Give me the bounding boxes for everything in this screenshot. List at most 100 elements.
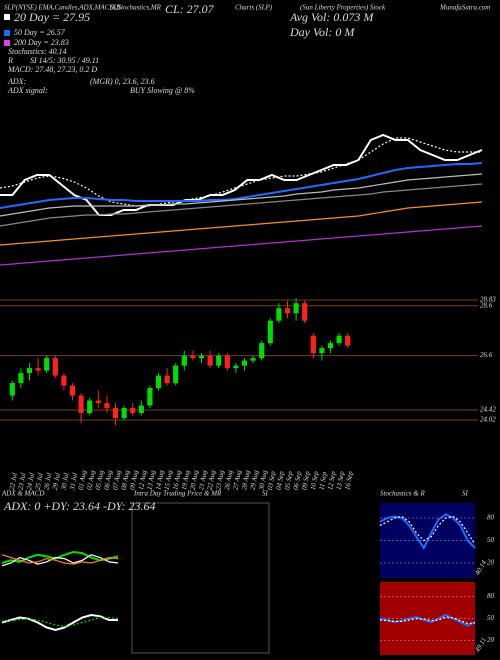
candle-body [224, 355, 230, 369]
candle-body [130, 408, 136, 414]
candle-body [241, 360, 248, 366]
y-tick-label: 28.6 [480, 301, 493, 309]
panel-title-suffix: SI [462, 490, 469, 498]
series-line [0, 133, 483, 216]
legend-swatch [4, 14, 10, 20]
candle-body [216, 355, 222, 366]
candle-body [164, 375, 170, 384]
candle-body [69, 385, 76, 396]
header-text: MunafaSutra.com [439, 4, 490, 12]
candle-body [147, 388, 153, 406]
candle-body [276, 308, 282, 321]
x-tick-label: 30 Aug [257, 469, 269, 491]
header-text: SI,Stochastics,MR [110, 4, 162, 12]
x-tick-label: 28 Aug [240, 469, 251, 490]
r-label: R [7, 56, 13, 65]
series-line [1, 554, 119, 567]
legend-swatch [4, 40, 10, 46]
x-tick-label: 26 Aug [223, 469, 234, 490]
candle-body [319, 348, 325, 354]
ma-50: 50 Day = 26.57 [14, 28, 66, 37]
candle-body [35, 368, 41, 371]
x-tick-label: 15 Aug [163, 469, 174, 490]
x-tick-label: 02 Aug [85, 469, 96, 490]
series-line [0, 173, 483, 217]
panel-title: Stochastics & R [380, 490, 425, 498]
x-tick-label: 24 Jul [25, 472, 36, 490]
x-tick-label: 30 Jul [59, 472, 70, 491]
candle-body [26, 368, 33, 374]
candle-body [267, 320, 273, 344]
day-vol: Day Vol: 0 M [289, 25, 355, 39]
y-tick-label: 80 [487, 592, 495, 600]
panel-title: Intra Day Trading Price & MR [133, 490, 222, 498]
adx-value: (MGR) 0, 23.6, 23.6 [90, 77, 155, 86]
candle-body [284, 308, 291, 314]
x-tick-label: 19 Aug [180, 469, 191, 490]
series-line [379, 616, 476, 625]
stochastics: Stochastics: 40.14 [8, 47, 67, 56]
legend-swatch [4, 30, 10, 36]
series-line [0, 201, 483, 246]
series-line [0, 137, 482, 207]
panel-title: ADX & MACD [1, 490, 44, 498]
x-tick-label: 12 Sep [326, 470, 337, 490]
candle-body [190, 355, 196, 359]
x-tick-label: 09 Aug [128, 469, 139, 490]
x-tick-label: 05 Aug [94, 469, 105, 490]
x-tick-label: 08 Aug [120, 469, 131, 490]
candle-body [18, 373, 24, 384]
x-tick-label: 11 Sep [318, 471, 329, 491]
x-tick-label: 23 Jul [17, 472, 28, 490]
panel-title-suffix: SI [262, 490, 269, 498]
y-tick-label: 50 [487, 536, 495, 544]
series-line [379, 515, 476, 545]
x-tick-label: 29 Aug [249, 469, 260, 490]
candle-body [302, 303, 308, 321]
candle-body [250, 358, 256, 361]
candle-body [9, 383, 15, 396]
series-line [379, 513, 476, 551]
candle-body [181, 355, 187, 366]
ma-200: 200 Day = 23.83 [14, 38, 69, 47]
candle-body [61, 375, 67, 386]
x-tick-label: 22 Aug [206, 469, 217, 490]
x-tick-label: 21 Aug [197, 469, 208, 490]
candle-body [336, 335, 342, 344]
ma-20: 20 Day = 27.95 [14, 10, 90, 24]
candle-body [293, 303, 299, 314]
x-tick-label: 01 Aug [77, 469, 88, 490]
candle-body [233, 365, 239, 369]
candle-body [155, 375, 162, 389]
candle-body [112, 408, 119, 419]
header: SLP(NYSE) EMA,Candles,ADX,MACD,B SI,Stoc… [4, 2, 490, 95]
x-tick-label: 13 Aug [146, 469, 157, 490]
adx-signal-value: BUY Slowing @ 8% [130, 86, 195, 95]
x-tick-label: 04 Sep [275, 470, 286, 490]
series-line [1, 613, 118, 632]
candle-body [345, 335, 351, 346]
y-tick-label: 26.6 [480, 351, 493, 359]
candle-body [95, 400, 101, 404]
candle-body [138, 405, 144, 414]
x-tick-label: 03 Sep [266, 470, 277, 490]
last-value-label: 49.11 [473, 636, 488, 653]
close-price: CL: 27.07 [165, 2, 215, 16]
x-tick-label: 06 Aug [103, 469, 114, 490]
x-tick-label: 05 Sep [283, 470, 294, 490]
y-tick-label: 24.42 [480, 406, 496, 414]
y-tick-label: 20 [487, 559, 495, 567]
candle-body [259, 343, 265, 359]
candle-body [52, 358, 58, 376]
y-tick-label: 50 [487, 614, 495, 622]
x-tick-label: 09 Sep [300, 470, 311, 490]
header-text: SLP(NYSE) EMA,Candles,ADX,MACD,B [4, 4, 121, 12]
x-tick-label: 31 Jul [68, 472, 79, 491]
x-tick-label: 10 Sep [309, 470, 320, 490]
x-tick-label: 20 Aug [189, 469, 200, 490]
x-tick-label: 06 Sep [292, 470, 303, 490]
candle-body [310, 335, 316, 354]
x-tick-label: 13 Sep [335, 470, 346, 490]
x-tick-label: 16 Aug [171, 469, 182, 490]
si: SI 14/5: 30.95 / 49.11 [30, 56, 99, 65]
